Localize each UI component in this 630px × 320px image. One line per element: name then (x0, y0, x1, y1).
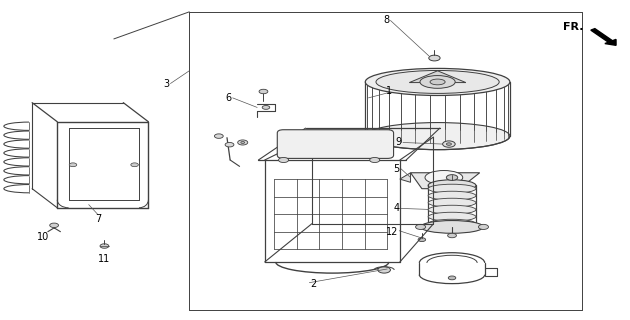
Circle shape (447, 175, 457, 180)
Circle shape (241, 141, 244, 143)
Ellipse shape (428, 191, 476, 200)
Circle shape (443, 141, 455, 147)
Text: 7: 7 (95, 214, 101, 224)
Text: 8: 8 (383, 15, 389, 26)
FancyArrow shape (591, 28, 616, 45)
Circle shape (429, 55, 440, 61)
Circle shape (278, 157, 289, 163)
Circle shape (416, 224, 426, 229)
Circle shape (69, 163, 77, 167)
Circle shape (225, 142, 234, 147)
Ellipse shape (428, 198, 476, 207)
Ellipse shape (376, 70, 499, 93)
Ellipse shape (421, 220, 483, 233)
Ellipse shape (365, 123, 510, 150)
Circle shape (50, 223, 59, 228)
Polygon shape (400, 173, 411, 182)
Ellipse shape (365, 68, 510, 95)
Ellipse shape (425, 171, 462, 185)
Ellipse shape (428, 212, 476, 221)
Text: 12: 12 (386, 227, 398, 237)
Circle shape (214, 134, 223, 138)
Circle shape (418, 238, 426, 242)
Circle shape (238, 140, 248, 145)
Text: 2: 2 (311, 279, 317, 289)
Text: 9: 9 (396, 138, 402, 148)
Circle shape (100, 244, 109, 248)
Text: 4: 4 (394, 204, 400, 213)
Ellipse shape (428, 219, 476, 228)
Polygon shape (411, 173, 479, 189)
FancyBboxPatch shape (277, 130, 394, 158)
Circle shape (378, 267, 391, 273)
Circle shape (448, 233, 457, 238)
Text: FR.: FR. (563, 22, 583, 32)
Circle shape (447, 143, 452, 145)
Circle shape (370, 157, 380, 163)
Text: 6: 6 (226, 93, 231, 103)
Circle shape (478, 224, 488, 229)
Ellipse shape (428, 180, 476, 191)
Text: 5: 5 (394, 164, 400, 174)
Text: 3: 3 (163, 78, 169, 89)
Ellipse shape (428, 205, 476, 214)
Text: 10: 10 (37, 232, 49, 242)
Circle shape (262, 106, 270, 109)
Ellipse shape (420, 76, 455, 88)
Ellipse shape (430, 79, 445, 85)
Circle shape (259, 89, 268, 94)
Polygon shape (410, 71, 466, 83)
Circle shape (131, 163, 139, 167)
Ellipse shape (428, 184, 476, 193)
Text: 1: 1 (386, 86, 392, 97)
Circle shape (449, 276, 456, 280)
Text: 11: 11 (98, 254, 110, 264)
